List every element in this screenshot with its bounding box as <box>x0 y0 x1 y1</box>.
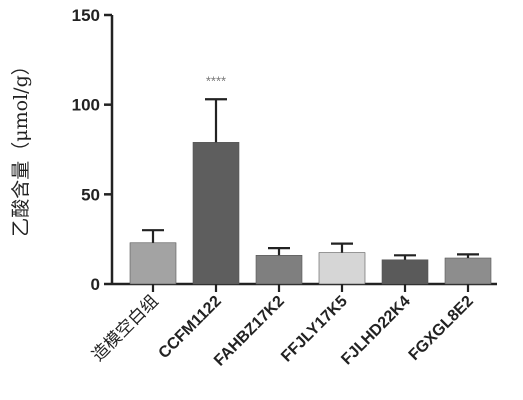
bar <box>129 242 177 285</box>
y-axis-title: 乙酸含量（μmol/g） <box>10 56 32 236</box>
x-tick-label: CCFM1122 <box>156 293 225 362</box>
x-ticks: 造模空白组CCFM1122FAHBZ17K2FFJLY17K5FJLHD22K4… <box>88 284 477 370</box>
y-ticks: 0 50 100 150 <box>72 6 112 294</box>
x-tick-label: 造模空白组 <box>88 291 162 365</box>
bar <box>255 255 303 285</box>
x-tick-label: FGXGL8E2 <box>406 293 477 364</box>
y-tick-label: 0 <box>91 275 100 294</box>
bars <box>129 142 492 285</box>
bar <box>381 259 429 285</box>
y-tick-label: 150 <box>72 6 100 25</box>
y-tick-label: 50 <box>81 185 100 204</box>
annotations: **** <box>206 73 226 88</box>
bar <box>444 257 492 285</box>
bar <box>318 252 366 285</box>
y-tick-label: 100 <box>72 96 100 115</box>
y-axis-label-group: 乙酸含量（μmol/g） <box>10 56 32 236</box>
bar <box>192 142 240 285</box>
significance-annotation: **** <box>206 73 226 88</box>
error-bars <box>142 98 479 260</box>
